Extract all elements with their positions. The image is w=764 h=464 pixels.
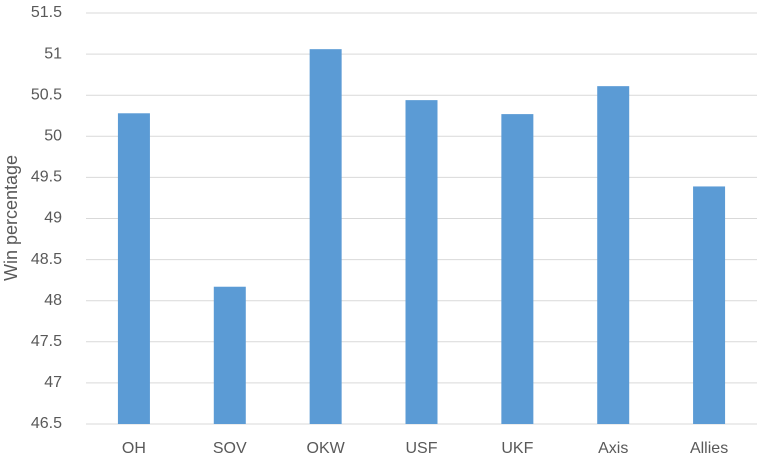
bar xyxy=(501,114,534,424)
bar xyxy=(213,286,246,424)
y-tick-label: 48.5 xyxy=(31,251,62,268)
x-tick-label: SOV xyxy=(213,440,247,457)
y-tick-label: 50.5 xyxy=(31,86,62,103)
y-tick-label: 48 xyxy=(44,292,62,309)
y-tick-label: 47 xyxy=(44,374,62,391)
y-tick-label: 51 xyxy=(44,45,62,62)
y-tick-label: 50 xyxy=(44,128,62,145)
x-tick-label: UKF xyxy=(501,440,533,457)
x-tick-label: USF xyxy=(406,440,438,457)
y-tick-label: 47.5 xyxy=(31,333,62,350)
bar xyxy=(117,113,150,424)
x-tick-label: OKW xyxy=(307,440,346,457)
y-tick-label: 46.5 xyxy=(31,415,62,432)
y-tick-label: 49 xyxy=(44,210,62,227)
bar xyxy=(405,100,438,424)
x-tick-label: Axis xyxy=(598,440,628,457)
y-axis-label: Win percentage xyxy=(1,155,21,281)
x-tick-label: OH xyxy=(122,440,146,457)
bar xyxy=(309,49,342,424)
bar xyxy=(693,186,726,424)
y-tick-label: 51.5 xyxy=(31,4,62,21)
y-tick-label: 49.5 xyxy=(31,169,62,186)
bar xyxy=(597,86,630,425)
x-tick-label: Allies xyxy=(690,440,728,457)
